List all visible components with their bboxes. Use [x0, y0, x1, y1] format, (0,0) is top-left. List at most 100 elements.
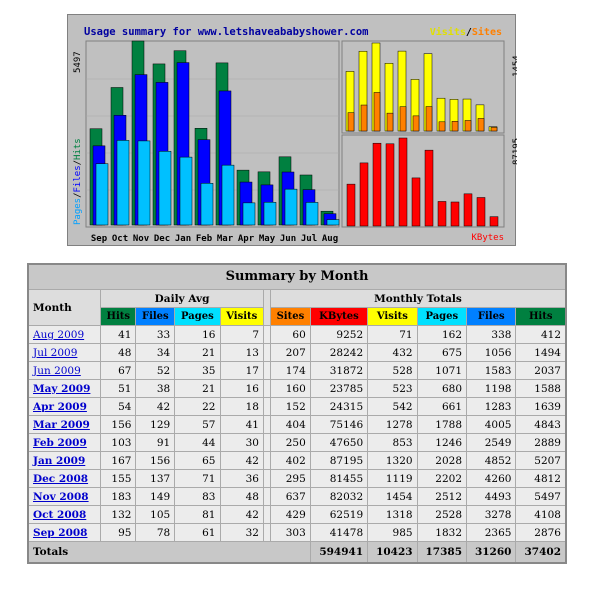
group-spacer — [263, 325, 271, 344]
monthly-visits-cell: 1320 — [367, 451, 418, 470]
svg-text:Visits/Sites: Visits/Sites — [430, 26, 502, 38]
left-axis-legend: Pages/Files/Hits — [73, 138, 83, 225]
kbytes-bar — [411, 177, 421, 227]
monthly-col-visits: Visits — [367, 307, 418, 326]
table-row: Apr 2009 54 42 22 18 152 24315 542 661 1283 1639 — [27, 397, 567, 416]
daily-pages-cell: 16 — [174, 325, 221, 344]
monthly-kbytes-cell: 75146 — [309, 415, 369, 434]
sites-bar — [438, 121, 446, 132]
daily-hits-cell: 132 — [100, 505, 137, 524]
monthly-pages-cell: 1832 — [416, 523, 468, 542]
daily-hits-cell: 67 — [100, 361, 137, 380]
month-cell: Oct 2008 — [27, 505, 102, 524]
month-link[interactable]: Sep 2008 — [33, 526, 88, 539]
monthly-pages-cell: 2512 — [416, 487, 468, 506]
monthly-visits-cell: 1278 — [367, 415, 418, 434]
daily-files-cell: 91 — [135, 433, 176, 452]
month-cell: Aug 2009 — [27, 325, 102, 344]
monthly-files-cell: 4493 — [466, 487, 517, 506]
daily-files-cell: 78 — [135, 523, 176, 542]
monthly-hits-cell: 4108 — [515, 505, 567, 524]
total-hits: 37402 — [515, 541, 567, 564]
kbytes-bar — [346, 183, 356, 227]
monthly-pages-cell: 1788 — [416, 415, 468, 434]
monthly-kbytes-cell: 31872 — [309, 361, 369, 380]
kbytes-bar — [476, 197, 486, 227]
month-cell: Jan 2009 — [27, 451, 102, 470]
table-row: Jun 2009 67 52 35 17 174 31872 528 1071 1583 2037 — [27, 361, 567, 380]
left-axis-max: 5497 — [73, 51, 83, 73]
right-bottom-max: 87195 — [512, 138, 517, 165]
daily-pages-cell: 21 — [174, 343, 221, 362]
table-row: Nov 2008 183 149 83 48 637 82032 1454 2512 4493 54… — [27, 487, 567, 506]
month-link[interactable]: Aug 2009 — [33, 328, 85, 341]
legend-visits: Visits — [430, 26, 466, 38]
monthly-sites-cell: 152 — [270, 397, 311, 416]
monthly-sites-cell: 295 — [270, 469, 311, 488]
month-link[interactable]: Nov 2008 — [33, 490, 89, 503]
month-link[interactable]: Apr 2009 — [33, 400, 87, 413]
month-cell: Feb 2009 — [27, 433, 102, 452]
monthly-col-pages: Pages — [416, 307, 468, 326]
x-tick-label: Sep — [91, 234, 108, 244]
month-link[interactable]: Feb 2009 — [33, 436, 87, 449]
daily-col-files: Files — [135, 307, 176, 326]
sites-bar — [373, 92, 381, 132]
group-spacer — [263, 487, 271, 506]
monthly-sites-cell: 207 — [270, 343, 311, 362]
daily-pages-cell: 35 — [174, 361, 221, 380]
month-link[interactable]: Dec 2008 — [33, 472, 89, 485]
monthly-kbytes-cell: 24315 — [309, 397, 369, 416]
month-link[interactable]: May 2009 — [33, 382, 91, 395]
kbytes-bar — [450, 201, 460, 227]
total-kbytes: 594941 — [309, 541, 369, 564]
group-spacer — [263, 289, 271, 326]
month-link[interactable]: Jul 2009 — [33, 346, 78, 359]
month-cell: Mar 2009 — [27, 415, 102, 434]
month-link[interactable]: Jun 2009 — [33, 364, 81, 377]
monthly-pages-cell: 680 — [416, 379, 468, 398]
table-row: Mar 2009 156 129 57 41 404 75146 1278 1788 4005 48… — [27, 415, 567, 434]
monthly-hits-cell: 2876 — [515, 523, 567, 542]
month-link[interactable]: Oct 2008 — [33, 508, 87, 521]
monthly-kbytes-cell: 41478 — [309, 523, 369, 542]
group-spacer — [263, 505, 271, 524]
kbytes-bar — [489, 216, 499, 227]
monthly-files-cell: 2365 — [466, 523, 517, 542]
monthly-files-cell: 1283 — [466, 397, 517, 416]
monthly-kbytes-cell: 9252 — [309, 325, 369, 344]
month-link[interactable]: Mar 2009 — [33, 418, 90, 431]
month-link[interactable]: Jan 2009 — [33, 454, 86, 467]
group-spacer — [263, 379, 271, 398]
sites-bar — [412, 115, 420, 132]
monthly-col-sites: Sites — [270, 307, 311, 326]
table-row: Dec 2008 155 137 71 36 295 81455 1119 2202 4260 48… — [27, 469, 567, 488]
right-top-max: 1454 — [512, 55, 517, 77]
month-cell: Dec 2008 — [27, 469, 102, 488]
x-tick-label: Apr — [238, 234, 255, 244]
sites-bar — [347, 112, 355, 132]
monthly-sites-cell: 429 — [270, 505, 311, 524]
legend-hits: Hits — [73, 138, 83, 160]
x-tick-label: Dec — [154, 234, 170, 244]
monthly-kbytes-cell: 47650 — [309, 433, 369, 452]
daily-pages-cell: 21 — [174, 379, 221, 398]
monthly-hits-cell: 1588 — [515, 379, 567, 398]
daily-pages-cell: 83 — [174, 487, 221, 506]
monthly-pages-cell: 2528 — [416, 505, 468, 524]
monthly-visits-cell: 542 — [367, 397, 418, 416]
monthly-hits-cell: 1639 — [515, 397, 567, 416]
daily-hits-cell: 167 — [100, 451, 137, 470]
month-cell: Apr 2009 — [27, 397, 102, 416]
daily-visits-cell: 7 — [219, 325, 264, 344]
kbytes-bar — [398, 137, 408, 227]
group-spacer — [263, 397, 271, 416]
pages-bar — [263, 201, 277, 226]
totals-row: Totals 594941 10423 17385 31260 37402 — [27, 541, 567, 564]
monthly-hits-cell: 2037 — [515, 361, 567, 380]
kbytes-bar — [359, 162, 369, 227]
monthly-sites-cell: 404 — [270, 415, 311, 434]
total-visits: 10423 — [367, 541, 418, 564]
group-spacer — [263, 523, 271, 542]
daily-files-cell: 34 — [135, 343, 176, 362]
